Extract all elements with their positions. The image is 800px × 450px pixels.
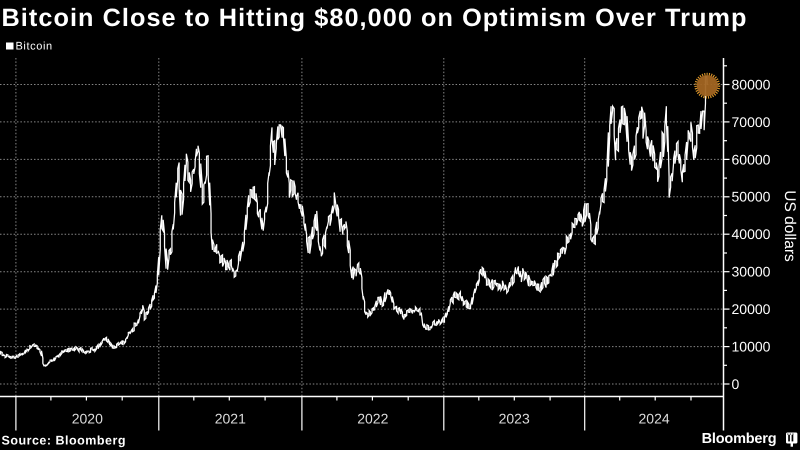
svg-text:Bitcoin: Bitcoin xyxy=(16,40,53,52)
svg-text:US dollars: US dollars xyxy=(781,190,798,262)
svg-text:0: 0 xyxy=(732,376,740,392)
svg-text:Bloomberg: Bloomberg xyxy=(702,431,777,447)
svg-text:60000: 60000 xyxy=(732,151,771,167)
svg-text:30000: 30000 xyxy=(732,264,771,280)
svg-text:70000: 70000 xyxy=(732,114,771,130)
svg-text:50000: 50000 xyxy=(732,189,771,205)
svg-text:20000: 20000 xyxy=(732,301,771,317)
svg-text:2024: 2024 xyxy=(639,411,670,427)
svg-text:40000: 40000 xyxy=(732,226,771,242)
svg-text:10000: 10000 xyxy=(732,339,771,355)
svg-text:80000: 80000 xyxy=(732,76,771,92)
svg-text:Source: Bloomberg: Source: Bloomberg xyxy=(2,434,127,448)
svg-text:2021: 2021 xyxy=(215,411,246,427)
svg-text:Bitcoin Close to Hitting $80,0: Bitcoin Close to Hitting $80,000 on Opti… xyxy=(2,4,748,32)
svg-text:2020: 2020 xyxy=(72,411,103,427)
svg-text:2022: 2022 xyxy=(357,411,388,427)
svg-text:2023: 2023 xyxy=(499,411,530,427)
